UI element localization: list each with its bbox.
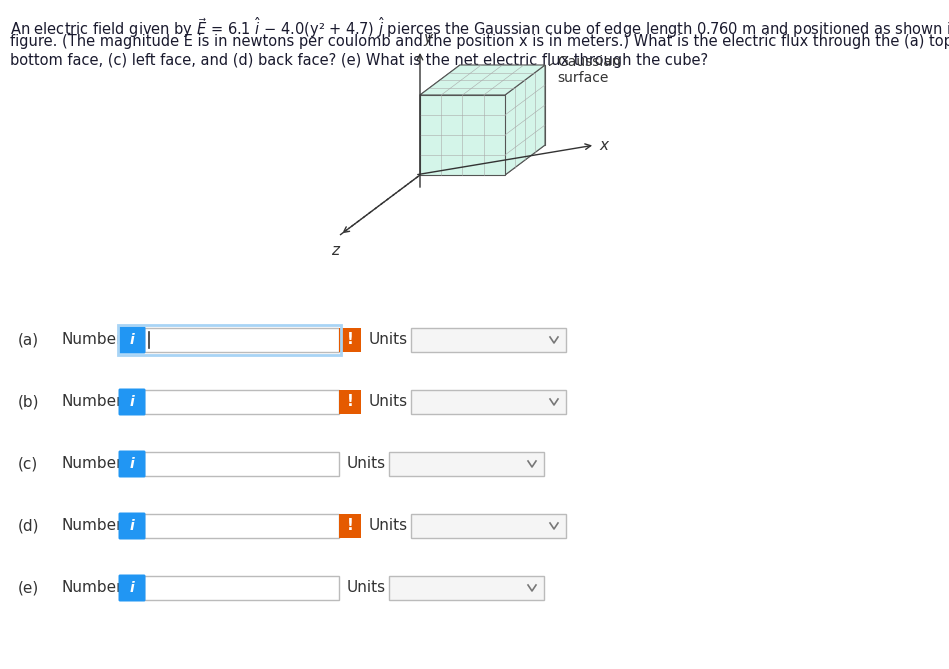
- Text: (a): (a): [18, 332, 39, 347]
- Text: Units: Units: [347, 456, 386, 472]
- Text: Number: Number: [62, 332, 123, 347]
- Text: (b): (b): [18, 395, 40, 409]
- FancyBboxPatch shape: [119, 512, 145, 539]
- Text: (c): (c): [18, 456, 38, 472]
- FancyBboxPatch shape: [389, 452, 544, 476]
- Text: z: z: [331, 243, 339, 258]
- Text: (d): (d): [18, 518, 40, 533]
- FancyBboxPatch shape: [144, 514, 339, 538]
- Text: i: i: [130, 581, 135, 595]
- Text: figure. (The magnitude E is in newtons per coulomb and the position x is in mete: figure. (The magnitude E is in newtons p…: [10, 34, 949, 49]
- Polygon shape: [420, 95, 505, 175]
- Text: Number: Number: [62, 456, 123, 472]
- Text: Units: Units: [369, 395, 408, 409]
- FancyBboxPatch shape: [144, 576, 339, 600]
- FancyBboxPatch shape: [144, 452, 339, 476]
- FancyBboxPatch shape: [119, 450, 145, 478]
- Text: y: y: [423, 31, 432, 46]
- Text: (e): (e): [18, 581, 39, 595]
- Text: bottom face, (c) left face, and (d) back face? (e) What is the net electric flux: bottom face, (c) left face, and (d) back…: [10, 53, 708, 68]
- Text: Units: Units: [369, 332, 408, 347]
- Text: !: !: [346, 332, 353, 347]
- FancyBboxPatch shape: [119, 575, 145, 601]
- Text: !: !: [346, 395, 353, 409]
- FancyBboxPatch shape: [144, 390, 339, 414]
- Polygon shape: [420, 65, 460, 175]
- Text: Gaussian
surface: Gaussian surface: [557, 55, 621, 85]
- Text: i: i: [130, 333, 135, 347]
- FancyBboxPatch shape: [339, 328, 361, 352]
- Text: !: !: [346, 518, 353, 533]
- FancyBboxPatch shape: [339, 390, 361, 414]
- Text: Number: Number: [62, 581, 123, 595]
- Polygon shape: [420, 145, 545, 175]
- Text: Units: Units: [347, 581, 386, 595]
- FancyBboxPatch shape: [389, 576, 544, 600]
- Polygon shape: [420, 65, 545, 95]
- Text: i: i: [130, 457, 135, 471]
- Polygon shape: [505, 65, 545, 175]
- FancyBboxPatch shape: [411, 390, 566, 414]
- FancyBboxPatch shape: [144, 328, 339, 352]
- FancyBboxPatch shape: [411, 514, 566, 538]
- Text: Number: Number: [62, 395, 123, 409]
- Text: Units: Units: [369, 518, 408, 533]
- Text: Number: Number: [62, 518, 123, 533]
- Text: i: i: [130, 519, 135, 533]
- Text: x: x: [599, 138, 608, 153]
- FancyBboxPatch shape: [339, 514, 361, 538]
- Polygon shape: [460, 65, 545, 145]
- FancyBboxPatch shape: [119, 326, 145, 353]
- FancyBboxPatch shape: [411, 328, 566, 352]
- FancyBboxPatch shape: [119, 389, 145, 415]
- Text: i: i: [130, 395, 135, 409]
- Text: An electric field given by $\vec{E}$ = 6.1 $\hat{i}$ $-$ 4.0(y² + 4.7) $\hat{j}$: An electric field given by $\vec{E}$ = 6…: [10, 15, 949, 40]
